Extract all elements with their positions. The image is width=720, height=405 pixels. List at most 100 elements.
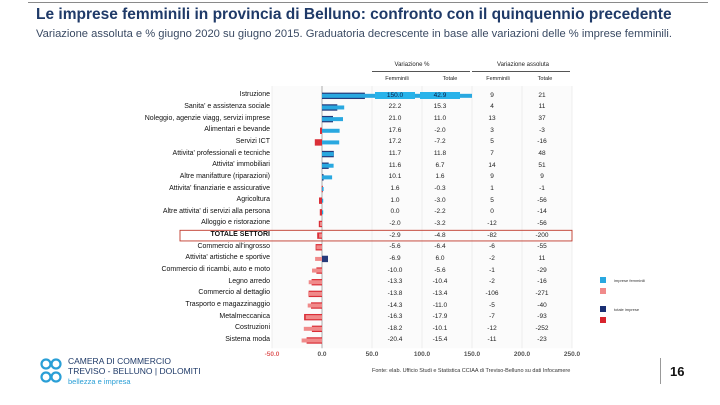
value-female-pct: -13.8 xyxy=(387,289,403,297)
bar-female xyxy=(307,303,322,308)
value-total-abs: 9 xyxy=(540,173,544,181)
legend-swatch-total-pos xyxy=(600,306,606,312)
value-female-pct: -10.0 xyxy=(387,266,403,274)
category-label: Legno arredo xyxy=(228,277,270,285)
logo-line-2: TREVISO - BELLUNO | DOLOMITI xyxy=(68,366,201,376)
value-female-abs: -1 xyxy=(489,266,495,274)
value-total-abs: -271 xyxy=(535,289,549,297)
category-label: Costruzioni xyxy=(234,324,270,332)
value-total-pct: 1.6 xyxy=(435,173,445,181)
value-female-abs: 9 xyxy=(490,91,494,99)
value-female-abs: 0 xyxy=(490,208,494,216)
total-row-highlight xyxy=(179,229,573,242)
header-underline-pct xyxy=(372,71,470,72)
category-label: Sistema moda xyxy=(225,335,270,343)
value-total-pct: -0.3 xyxy=(434,185,446,193)
bar-female xyxy=(322,140,340,145)
bar-female xyxy=(322,152,334,157)
category-label: Sanita' e assistenza sociale xyxy=(184,102,270,110)
value-total-abs: -3 xyxy=(539,126,545,134)
value-female-pct: -2.9 xyxy=(389,231,401,239)
value-female-abs: 9 xyxy=(490,173,494,181)
category-label: Alloggio e ristorazione xyxy=(201,219,270,227)
value-female-pct: -13.3 xyxy=(387,278,403,286)
logo-line-1: CAMERA DI COMMERCIO xyxy=(68,356,171,366)
value-female-pct: 1.6 xyxy=(390,185,400,193)
legend-label-total: totale imprese xyxy=(614,307,640,312)
value-total-abs: 21 xyxy=(538,91,546,99)
value-total-pct: -11.0 xyxy=(432,301,448,309)
value-female-abs: -11 xyxy=(487,336,497,344)
category-label: Commercio di ricambi, auto e moto xyxy=(161,266,270,274)
value-female-pct: 17.2 xyxy=(388,138,402,146)
value-total-abs: -16 xyxy=(537,138,547,146)
value-female-abs: -7 xyxy=(489,313,495,321)
category-label: Commercio all'ingrosso xyxy=(197,242,270,250)
header-underline-abs xyxy=(472,71,570,72)
value-total-pct: 6.7 xyxy=(435,161,445,169)
value-total-pct: 42.9 xyxy=(420,91,460,99)
value-total-pct: -10.1 xyxy=(432,324,448,332)
legend-label-female: imprese femminili xyxy=(614,278,646,283)
bar-female xyxy=(322,117,343,122)
value-total-abs: 51 xyxy=(538,161,546,169)
legend-swatch-total-neg xyxy=(600,317,606,323)
value-total-abs: -40 xyxy=(537,301,547,309)
bar-female xyxy=(322,128,340,133)
category-label: Metalmeccanica xyxy=(219,312,270,320)
value-female-pct: -14.3 xyxy=(387,301,403,309)
category-label: Servizi ICT xyxy=(235,137,270,145)
bar-female xyxy=(315,256,322,261)
bar-female xyxy=(319,233,322,238)
value-female-pct: 150.0 xyxy=(375,91,415,99)
header-group-abs: Variazione assoluta xyxy=(497,62,549,68)
page-number: 16 xyxy=(670,364,685,379)
value-total-abs: -29 xyxy=(537,266,547,274)
bar-female xyxy=(303,326,322,331)
value-female-abs: -6 xyxy=(489,243,495,251)
logo-line-3: bellezza e impresa xyxy=(68,377,131,386)
value-female-abs: 5 xyxy=(490,138,494,146)
category-label: Attivita' immobiliari xyxy=(212,161,270,169)
category-label: Attivita' professionali e tecniche xyxy=(172,149,270,157)
legend-swatch-female-pos xyxy=(600,277,606,283)
value-female-pct: 17.6 xyxy=(388,126,402,134)
value-total-pct: -6.4 xyxy=(434,243,446,251)
category-label: Agricoltura xyxy=(236,196,270,204)
value-total-abs: 37 xyxy=(538,115,546,123)
value-total-pct: -10.4 xyxy=(432,278,448,286)
category-label: Alimentari e bevande xyxy=(204,126,270,134)
slide-subtitle: Variazione assoluta e % giugno 2020 su g… xyxy=(36,28,672,40)
category-label: Altre attivita' di servizi alla persona xyxy=(162,207,270,215)
x-tick-label: 100.0 xyxy=(413,351,431,359)
value-female-abs: 4 xyxy=(490,103,494,111)
value-female-abs: -2 xyxy=(489,278,495,286)
bar-female xyxy=(320,221,322,226)
value-female-pct: 1.0 xyxy=(390,196,400,204)
bar-total xyxy=(314,139,322,146)
category-label: Attivita' artistiche e sportive xyxy=(185,254,270,262)
category-labels: Istruzione Sanita' e assistenza sociale No… xyxy=(0,0,270,405)
value-female-pct: -18.2 xyxy=(387,324,403,332)
header-col-total-pct: Totale xyxy=(442,76,458,82)
value-total-pct: -2.0 xyxy=(434,126,446,134)
bar-female xyxy=(322,198,324,203)
bar-total xyxy=(322,255,328,263)
value-female-pct: -20.4 xyxy=(387,336,403,344)
header-group-pct: Variazione % xyxy=(394,62,430,68)
header-col-female-pct: Femminili xyxy=(385,76,409,82)
value-total-pct: 11.0 xyxy=(433,115,447,123)
value-female-abs: 3 xyxy=(490,126,494,134)
value-total-abs: 11 xyxy=(538,103,546,111)
value-female-abs: 1 xyxy=(490,185,494,193)
value-total-abs: -1 xyxy=(539,185,545,193)
value-female-abs: -12 xyxy=(487,324,497,332)
value-female-abs: -82 xyxy=(487,231,497,239)
value-female-abs: -106 xyxy=(485,289,499,297)
value-total-abs: -200 xyxy=(535,231,549,239)
value-total-pct: -3.0 xyxy=(434,196,446,204)
value-total-pct: -15.4 xyxy=(432,336,448,344)
header-col-total-abs: Totale xyxy=(537,76,553,82)
chamber-logo-icon xyxy=(40,358,62,383)
